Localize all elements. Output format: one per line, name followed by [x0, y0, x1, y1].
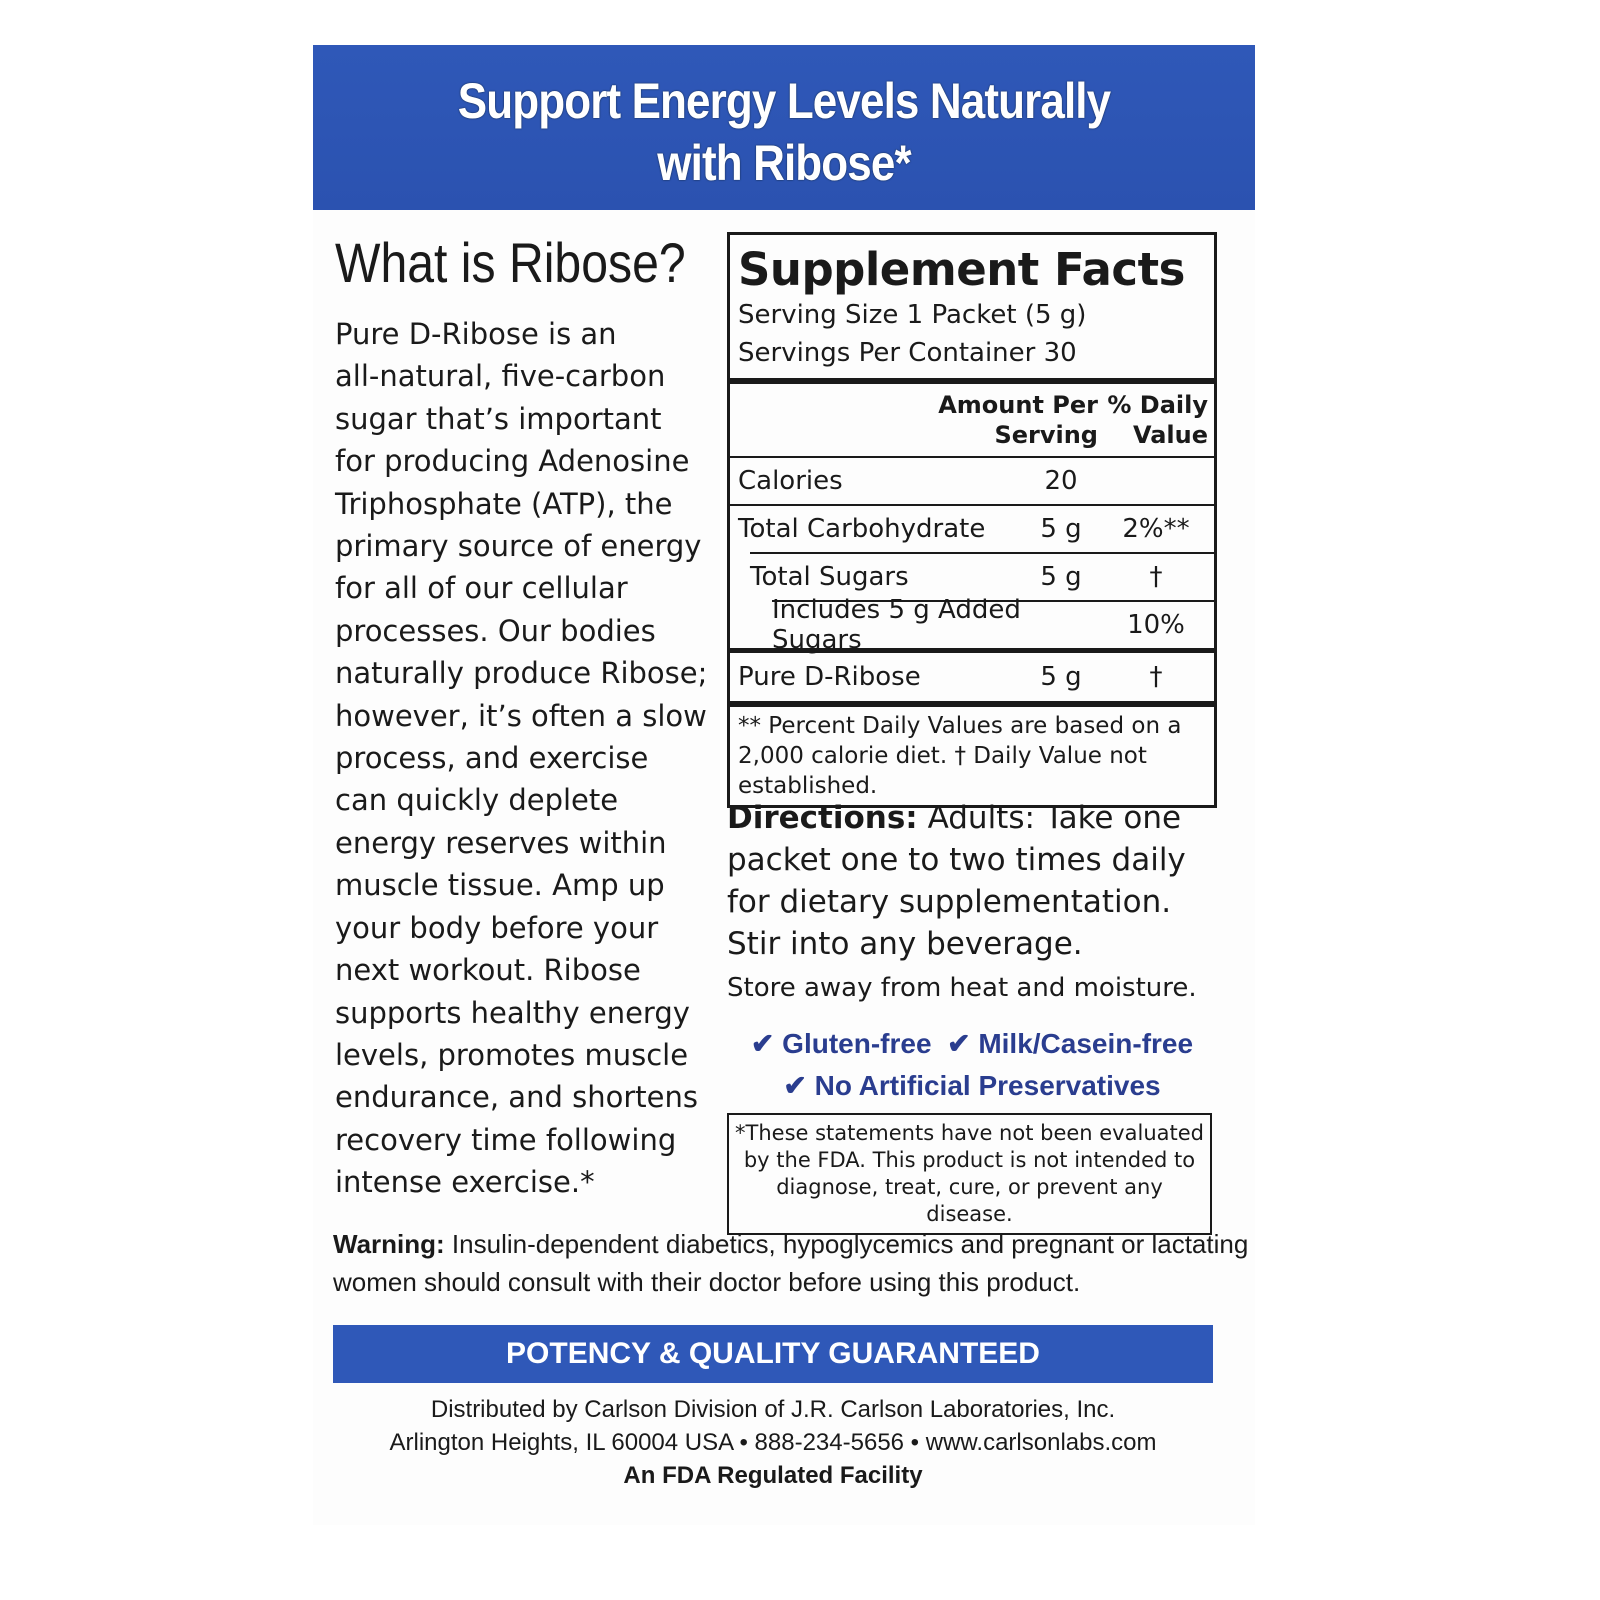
description-line: processes. Our bodies	[335, 613, 656, 648]
guarantee-banner: POTENCY & QUALITY GUARANTEED	[333, 1325, 1213, 1383]
nutrient-amount: 5 g	[1040, 562, 1082, 592]
description-line: muscle tissue. Amp up	[335, 868, 665, 903]
serving-size: Serving Size 1 Packet (5 g)	[738, 300, 1087, 330]
description-line: however, it’s often a slow	[335, 698, 707, 733]
facts-footnote: ** Percent Daily Values are based on a 2…	[738, 713, 1182, 799]
description-line: sugar that’s important	[335, 401, 662, 436]
facts-row: Calories 20	[730, 456, 1214, 504]
nutrient-name: Total Carbohydrate	[738, 514, 986, 544]
description-line: for producing Adenosine	[335, 444, 690, 479]
nutrient-name: Calories	[738, 466, 843, 496]
nutrient-dv: †	[1149, 662, 1163, 692]
directions-label: Directions:	[727, 800, 918, 836]
col-amount: Amount Per Serving	[938, 391, 1098, 449]
facts-row: Pure D-Ribose 5 g †	[730, 653, 1214, 701]
nutrient-name: Pure D-Ribose	[738, 662, 921, 692]
check-milk-free: ✔ Milk/Casein-free	[947, 1028, 1194, 1059]
nutrient-amount: 5 g	[1040, 514, 1082, 544]
nutrient-dv: †	[1149, 562, 1163, 592]
directions-text: Adults: Take one packet one to two times…	[727, 800, 1186, 962]
facility-line: An FDA Regulated Facility	[623, 1462, 923, 1489]
headline-line1: Support Energy Levels Naturally	[457, 73, 1111, 129]
description-text: Pure D-Ribose is an all-natural, five-car…	[335, 313, 707, 1204]
nutrient-dv: 2%**	[1122, 514, 1190, 544]
description-line: energy reserves within	[335, 825, 667, 860]
nutrient-amount: 5 g	[1040, 662, 1082, 692]
facts-row: Includes 5 g Added Sugars 10%	[772, 595, 1214, 655]
description-line: all-natural, five-carbon	[335, 359, 666, 394]
header-band: Support Energy Levels Naturally with Rib…	[313, 45, 1255, 210]
description-line: primary source of energy	[335, 529, 702, 564]
facts-title: Supplement Facts	[738, 243, 1185, 296]
servings-per-container: Servings Per Container 30	[738, 338, 1077, 368]
check-no-preservatives: ✔ No Artificial Preservatives	[783, 1070, 1161, 1101]
supplement-facts-table: Supplement Facts Serving Size 1 Packet (…	[727, 232, 1217, 808]
description-line: process, and exercise	[335, 741, 649, 776]
description-line: next workout. Ribose	[335, 953, 641, 988]
nutrient-dv: 10%	[1127, 610, 1185, 640]
distributor-line: Distributed by Carlson Division of J.R. …	[430, 1396, 1116, 1423]
directions: Directions: Adults: Take one packet one …	[727, 797, 1227, 965]
nutrient-name: Total Sugars	[750, 562, 909, 592]
nutrient-amount: 20	[1044, 466, 1078, 496]
facts-row: Total Carbohydrate 5 g 2%**	[730, 504, 1214, 552]
description-line: Pure D-Ribose is an	[335, 317, 617, 351]
warning-text: Insulin-dependent diabetics, hypoglycemi…	[333, 1229, 1249, 1297]
warning-label: Warning:	[333, 1229, 445, 1259]
description-line: intense exercise.*	[335, 1165, 595, 1200]
headline-line2: with Ribose*	[657, 135, 911, 191]
check-gluten-free: ✔ Gluten-free	[750, 1028, 932, 1059]
description-line: for all of our cellular	[335, 571, 628, 606]
storage-note: Store away from heat and moisture.	[727, 973, 1197, 1003]
address-line: Arlington Heights, IL 60004 USA • 888-23…	[389, 1429, 1157, 1456]
fda-disclaimer: *These statements have not been evaluate…	[727, 1113, 1212, 1235]
distributor-info: Distributed by Carlson Division of J.R. …	[333, 1393, 1213, 1492]
description-line: recovery time following	[335, 1122, 677, 1157]
description-line: endurance, and shortens	[335, 1080, 698, 1115]
description-line: can quickly deplete	[335, 783, 619, 818]
description-line: naturally produce Ribose;	[335, 656, 708, 691]
warning: Warning: Insulin-dependent diabetics, hy…	[333, 1225, 1255, 1301]
facts-row: Total Sugars 5 g †	[750, 552, 1214, 600]
nutrient-name: Includes 5 g Added Sugars	[772, 595, 1021, 655]
col-daily-value: % Daily Value	[1107, 391, 1208, 449]
description-line: your body before your	[335, 910, 659, 945]
description-line: supports healthy energy	[335, 995, 690, 1030]
section-title: What is Ribose?	[335, 231, 686, 294]
description-line: Triphosphate (ATP), the	[335, 486, 673, 521]
package-panel: Support Energy Levels Naturally with Rib…	[313, 45, 1255, 1525]
description-line: levels, promotes muscle	[335, 1037, 689, 1072]
feature-checks: ✔ Gluten-free ✔ Milk/Casein-free ✔ No Ar…	[727, 1023, 1217, 1107]
